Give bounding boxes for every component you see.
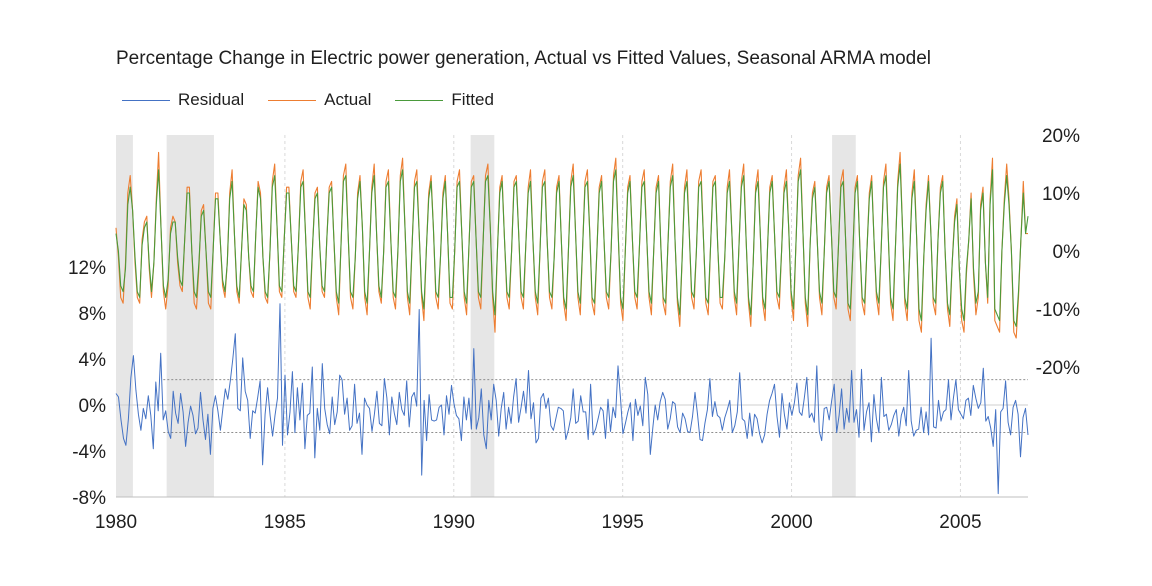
legend-swatch-actual xyxy=(268,99,317,101)
residual-bands xyxy=(163,379,1028,434)
left-tick-label: 8% xyxy=(79,304,107,325)
series-lines xyxy=(115,151,1029,495)
grid-lines xyxy=(116,135,1028,497)
series-line-fitted xyxy=(115,163,1029,327)
left-tick-label: -8% xyxy=(72,488,106,509)
legend-swatch-residual xyxy=(122,99,170,101)
right-tick-label: -10% xyxy=(1036,300,1080,321)
legend-label-fitted: Fitted xyxy=(451,90,494,109)
legend-swatch-fitted xyxy=(395,99,444,101)
legend-item-residual: Residual xyxy=(122,90,244,110)
left-tick-label: -4% xyxy=(72,442,106,463)
left-axis: -8% -4% 0% 4% 8% 12% xyxy=(68,258,106,509)
chart-title: Percentage Change in Electric power gene… xyxy=(116,48,931,69)
x-tick-label: 1980 xyxy=(95,512,137,533)
right-tick-label: 20% xyxy=(1042,126,1080,147)
left-tick-label: 4% xyxy=(79,350,107,371)
legend-item-actual: Actual xyxy=(268,90,371,110)
right-tick-label: 10% xyxy=(1042,184,1080,205)
x-tick-label: 1995 xyxy=(602,512,644,533)
legend-label-actual: Actual xyxy=(324,90,372,109)
right-axis: -20% -10% 0% 10% 20% xyxy=(1036,126,1080,379)
legend-item-fitted: Fitted xyxy=(395,90,494,110)
x-tick-label: 1990 xyxy=(433,512,475,533)
x-tick-label: 2005 xyxy=(939,512,981,533)
right-tick-label: -20% xyxy=(1036,358,1080,379)
series-line-residual xyxy=(115,303,1029,495)
left-tick-label: 12% xyxy=(68,258,106,279)
legend-label-residual: Residual xyxy=(178,90,245,109)
recession-band-1 xyxy=(166,135,214,497)
left-tick-label: 0% xyxy=(79,396,107,417)
right-tick-label: 0% xyxy=(1053,242,1081,263)
x-tick-label: 1985 xyxy=(264,512,306,533)
x-tick-label: 2000 xyxy=(770,512,812,533)
legend: Residual Actual Fitted xyxy=(122,88,518,112)
x-axis: 1980 1985 1990 1995 2000 2005 xyxy=(95,496,1028,533)
